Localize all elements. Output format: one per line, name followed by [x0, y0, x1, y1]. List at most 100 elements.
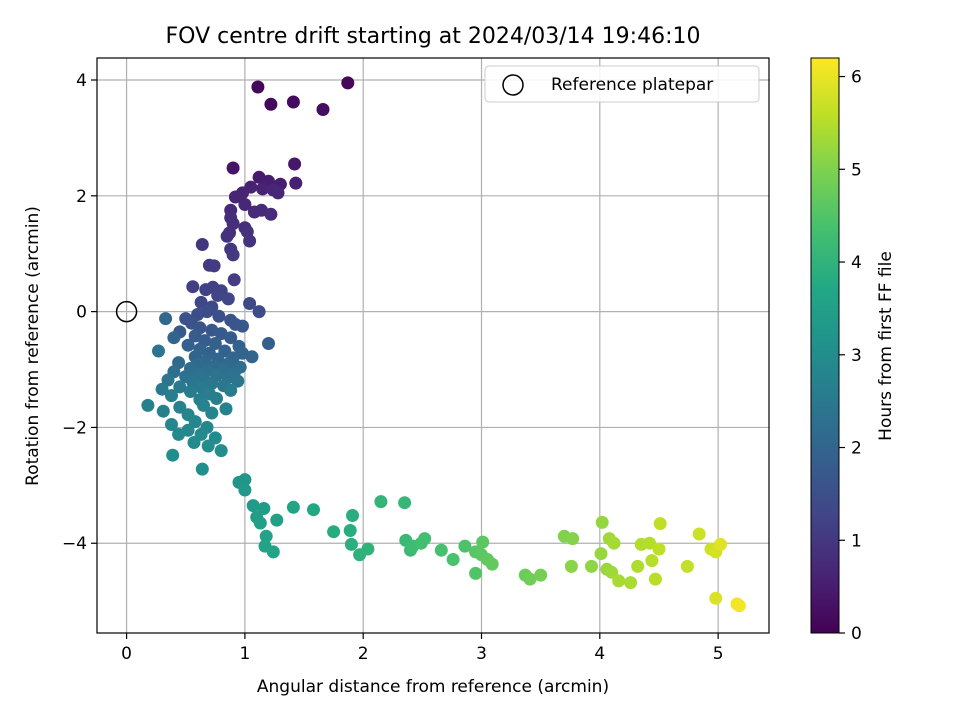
scatter-point — [224, 331, 238, 345]
scatter-point — [289, 176, 303, 190]
y-tick-label: 0 — [76, 303, 87, 323]
colorbar-tick-label: 2 — [851, 439, 862, 459]
scatter-point — [231, 374, 245, 388]
scatter-point — [245, 350, 259, 364]
scatter-point — [212, 309, 226, 323]
reference-point — [115, 300, 138, 323]
scatter-point — [210, 392, 223, 405]
legend-box — [484, 65, 760, 103]
chart-title: FOV centre drift starting at 2024/03/14 … — [166, 24, 701, 49]
y-axis-label: Rotation from reference (arcmin) — [23, 206, 43, 486]
plot-frame — [96, 57, 770, 634]
scatter-point — [307, 503, 320, 517]
scatter-point — [645, 554, 659, 568]
scatter-point — [346, 509, 359, 522]
scatter-point — [652, 542, 666, 556]
colorbar-tick-label: 1 — [851, 531, 862, 551]
x-tick-label: 3 — [476, 644, 487, 664]
scatter-point — [194, 295, 208, 309]
scatter-point — [214, 444, 228, 458]
scatter-point — [692, 527, 706, 541]
scatter-point — [252, 305, 266, 319]
scatter-point — [205, 406, 219, 420]
scatter-point — [141, 398, 155, 412]
scatter-point — [270, 513, 284, 527]
scatter-point — [327, 525, 341, 539]
scatter-point — [251, 80, 265, 94]
scatter-point — [585, 559, 598, 573]
scatter-point — [595, 515, 609, 529]
scatter-point — [253, 516, 267, 530]
scatter-point — [166, 448, 180, 462]
y-tick-label: 2 — [76, 187, 87, 207]
scatter-point — [564, 559, 578, 573]
x-tick-label: 1 — [239, 644, 250, 664]
scatter-point — [199, 283, 213, 297]
y-tick-label: 4 — [76, 71, 87, 91]
legend-entry: Reference platepar — [551, 75, 713, 95]
scatter-point — [188, 415, 202, 429]
x-axis-ticks: 0 1 2 3 4 5 — [121, 633, 724, 664]
scatter-point — [257, 502, 271, 515]
scatter-point — [197, 398, 210, 412]
scatter-point — [341, 76, 355, 90]
y-tick-label: −4 — [62, 534, 87, 554]
scatter-point — [195, 462, 209, 476]
scatter-point — [186, 280, 200, 294]
scatter-point — [316, 103, 330, 116]
scatter-point — [631, 559, 645, 573]
scatter-point — [361, 542, 375, 556]
colorbar-tick-label: 5 — [851, 160, 862, 180]
colorbar-label: Hours from first FF file — [876, 251, 896, 441]
scatter-point — [264, 207, 278, 221]
scatter-point — [238, 198, 252, 211]
scatter-point — [181, 338, 195, 352]
scatter-point — [220, 229, 234, 243]
scatter-point — [156, 404, 170, 418]
scatter-point — [288, 157, 302, 171]
scatter-point — [343, 524, 357, 537]
x-tick-label: 2 — [358, 644, 369, 664]
scatter-point — [219, 402, 233, 416]
scatter-point — [165, 418, 178, 431]
scatter-point — [709, 591, 723, 605]
scatter-point — [200, 305, 214, 319]
scatter-point — [173, 400, 187, 414]
scatter-point — [271, 186, 285, 200]
y-axis-ticks: −4 −2 0 2 4 — [62, 71, 97, 554]
scatter-point — [286, 500, 300, 514]
scatter-point — [566, 532, 580, 546]
scatter-point — [612, 574, 626, 588]
x-axis-label: Angular distance from reference (arcmin) — [257, 677, 609, 697]
scatter-point — [172, 427, 186, 441]
scatter-point — [201, 439, 215, 453]
scatter-point — [228, 190, 242, 204]
scatter-point — [236, 319, 249, 333]
scatter-point — [605, 565, 619, 579]
colorbar-tick-label: 0 — [851, 624, 862, 644]
scatter-point — [344, 537, 358, 551]
scatter-point — [224, 383, 238, 397]
scatter-point — [207, 259, 221, 273]
scatter-point — [226, 248, 240, 262]
scatter-point — [243, 297, 257, 310]
colorbar-tick-label: 6 — [851, 68, 862, 88]
scatter-point — [624, 576, 638, 590]
x-tick-label: 5 — [713, 644, 724, 664]
scatter-point — [159, 312, 173, 326]
scatter-point — [264, 97, 278, 111]
scatter-point — [469, 566, 483, 580]
colorbar — [810, 57, 840, 634]
colorbar-ticks: 0 1 2 3 4 5 6 — [839, 68, 862, 644]
scatter-point — [152, 344, 165, 358]
scatter-point — [485, 557, 499, 571]
scatter-point — [167, 331, 181, 345]
x-tick-label: 0 — [121, 644, 132, 664]
scatter-point — [653, 517, 667, 531]
data-points — [141, 76, 746, 613]
scatter-point — [680, 559, 694, 573]
scatter-point — [732, 599, 746, 613]
scatter-point — [256, 182, 270, 196]
scatter-point — [398, 496, 412, 510]
